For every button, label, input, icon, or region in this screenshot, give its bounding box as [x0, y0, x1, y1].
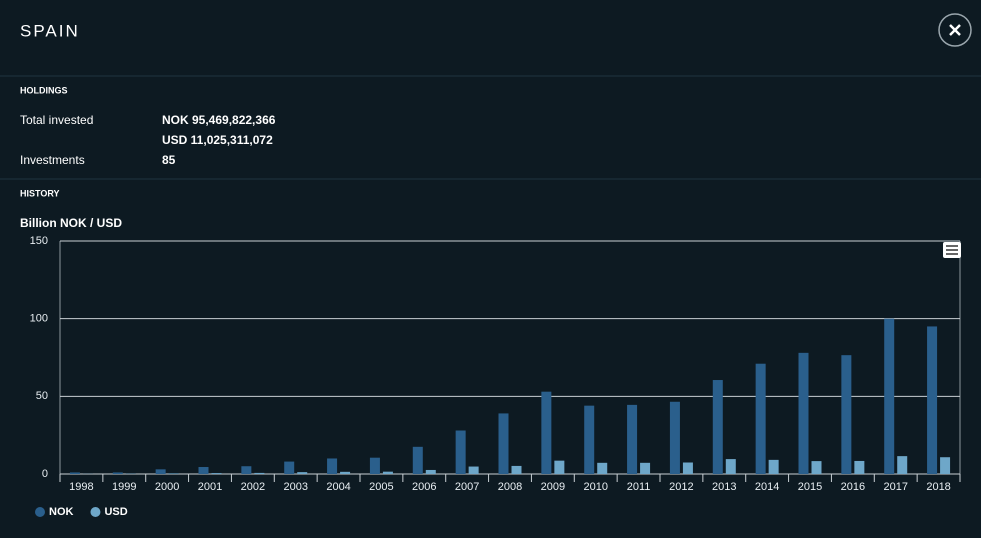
x-tick-label: 2005 — [369, 481, 393, 493]
x-tick-label: 2015 — [798, 481, 822, 493]
bar — [597, 462, 608, 474]
bar — [284, 461, 295, 474]
y-tick-label: 50 — [36, 390, 48, 402]
legend-label: USD — [104, 506, 127, 518]
bar — [940, 457, 951, 474]
bar — [211, 473, 222, 474]
bar — [425, 469, 436, 474]
x-tick-label: 2012 — [669, 481, 693, 493]
x-tick-label: 2006 — [412, 481, 436, 493]
bar — [369, 457, 380, 474]
bar — [669, 401, 680, 474]
bar — [798, 352, 809, 474]
bar — [627, 404, 638, 474]
x-tick-label: 2000 — [155, 481, 179, 493]
bar — [584, 405, 595, 474]
x-tick-label: 2003 — [283, 481, 307, 493]
section-heading: HOLDINGS — [20, 85, 68, 95]
x-tick-label: 2013 — [712, 481, 736, 493]
x-tick-label: 1998 — [69, 481, 93, 493]
bar — [854, 460, 865, 474]
bar — [811, 461, 822, 474]
x-tick-label: 2008 — [498, 481, 522, 493]
bar — [69, 472, 80, 474]
x-tick-label: 2011 — [627, 481, 651, 493]
bar — [884, 318, 895, 474]
bar — [640, 462, 651, 474]
value: USD 11,025,311,072 — [162, 133, 273, 147]
x-tick-label: 2014 — [755, 481, 779, 493]
close-button[interactable] — [938, 13, 972, 47]
y-tick-label: 100 — [30, 313, 48, 325]
bar — [198, 467, 209, 474]
y-tick-label: 0 — [42, 468, 48, 480]
x-tick-label: 2002 — [241, 481, 265, 493]
label: Investments — [20, 153, 85, 167]
bar — [455, 430, 466, 474]
x-tick-label: 1999 — [112, 481, 136, 493]
y-tick-label: 150 — [30, 235, 48, 247]
bar — [682, 462, 693, 474]
bar — [554, 460, 565, 474]
bar — [927, 326, 938, 474]
x-tick-label: 2007 — [455, 481, 479, 493]
bar — [712, 380, 723, 474]
value: 85 — [162, 153, 176, 167]
legend-marker — [90, 507, 101, 517]
chart-title: Billion NOK / USD — [20, 216, 122, 230]
bar — [841, 355, 852, 474]
bar — [768, 459, 779, 474]
bar — [241, 466, 252, 474]
legend-marker — [35, 507, 45, 517]
label: Total invested — [20, 113, 93, 127]
value: NOK 95,469,822,366 — [162, 113, 276, 127]
bar — [897, 456, 908, 474]
plot: 0 50 100 150 1998 1999 2000 2001 2002 2003 2004 200… — [30, 235, 961, 518]
bar — [468, 466, 479, 474]
bar — [155, 469, 166, 474]
bar — [168, 473, 179, 474]
x-tick-label: 2016 — [841, 481, 865, 493]
bar — [112, 472, 123, 474]
x-tick-label: 2010 — [583, 481, 607, 493]
x-tick-label: 2018 — [926, 481, 950, 493]
bar — [541, 391, 552, 474]
section-heading: HISTORY — [20, 188, 60, 198]
bar — [725, 459, 736, 474]
bar — [340, 471, 351, 474]
bar — [254, 472, 265, 474]
bar — [327, 458, 338, 474]
bar — [412, 446, 423, 474]
bar — [297, 472, 308, 474]
bar — [498, 413, 509, 474]
x-tick-label: 2017 — [883, 481, 907, 493]
x-tick-label: 2009 — [541, 481, 565, 493]
country-title: SPAIN — [20, 21, 80, 40]
x-tick-label: 2001 — [198, 481, 222, 493]
x-tick-label: 2004 — [326, 481, 350, 493]
bar — [382, 471, 393, 474]
chart-menu[interactable] — [943, 242, 961, 258]
bar — [511, 465, 522, 474]
legend-label: NOK — [49, 506, 74, 518]
bar — [755, 363, 766, 474]
